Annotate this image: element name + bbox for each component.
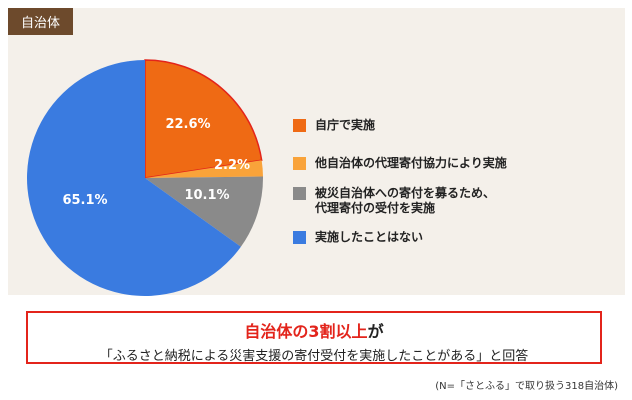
legend-item-proxy: 他自治体の代理寄付協力により実施: [293, 156, 507, 171]
legend-label-disaster: 被災自治体への寄付を募るため、 代理寄付の受付を実施: [315, 186, 496, 215]
legend-swatch-proxy: [293, 157, 306, 170]
callout-subline: 「ふるさと納税による災害支援の寄付受付を実施したことがある」と回答: [99, 349, 529, 364]
pie-label-own: 22.6%: [165, 117, 210, 132]
callout-emphasis: 自治体の3割以上: [244, 322, 368, 341]
legend-swatch-disaster: [293, 187, 306, 200]
pie-slice-disaster: [145, 176, 263, 247]
category-tag: 自治体: [8, 8, 73, 35]
legend-label-never: 実施したことはない: [315, 230, 424, 244]
legend-item-own: 自庁で実施: [293, 118, 375, 133]
footnote: (N=「さとふる」で取り扱う318自治体): [435, 381, 618, 392]
legend-label-proxy: 他自治体の代理寄付協力により実施: [315, 156, 507, 170]
pie-slice-never: [26, 60, 241, 296]
legend-swatch-never: [293, 231, 306, 244]
pie-label-disaster: 10.1%: [184, 188, 229, 203]
legend-label-own: 自庁で実施: [315, 118, 376, 132]
pie-slice-proxy: [145, 160, 263, 178]
pie-label-proxy: 2.2%: [214, 158, 250, 173]
legend-item-disaster: 被災自治体への寄付を募るため、 代理寄付の受付を実施: [293, 186, 495, 216]
legend-item-never: 実施したことはない: [293, 230, 423, 245]
legend-swatch-own: [293, 119, 306, 132]
pie-label-never: 65.1%: [62, 193, 107, 208]
callout-headline: 自治体の3割以上が: [28, 318, 600, 342]
callout-box: 自治体の3割以上が 「ふるさと納税による災害支援の寄付受付を実施したことがある」…: [26, 311, 602, 364]
pie-slice-own: [144, 59, 263, 179]
callout-headline-rest: が: [367, 322, 384, 341]
